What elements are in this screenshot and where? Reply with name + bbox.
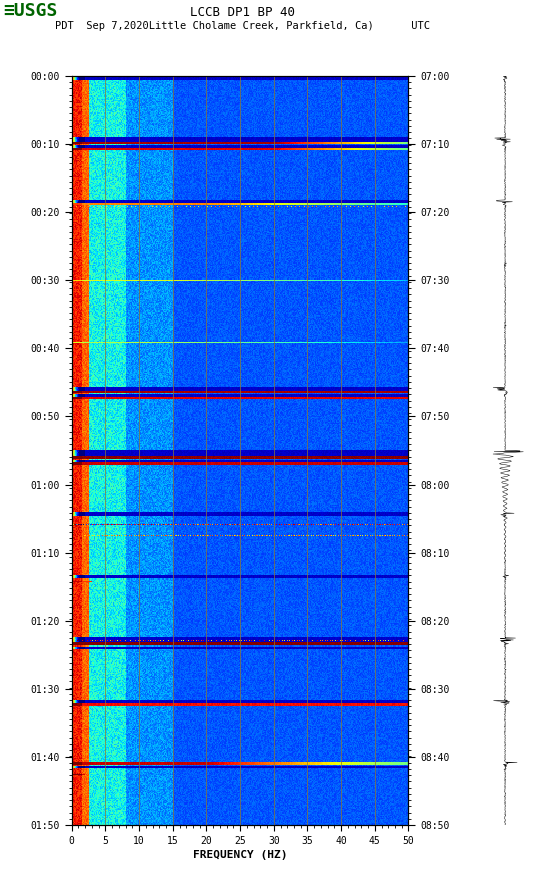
Text: ≡USGS: ≡USGS [3, 2, 57, 20]
Text: LCCB DP1 BP 40: LCCB DP1 BP 40 [190, 6, 295, 20]
X-axis label: FREQUENCY (HZ): FREQUENCY (HZ) [193, 850, 288, 860]
Text: PDT  Sep 7,2020Little Cholame Creek, Parkfield, Ca)      UTC: PDT Sep 7,2020Little Cholame Creek, Park… [55, 21, 431, 31]
